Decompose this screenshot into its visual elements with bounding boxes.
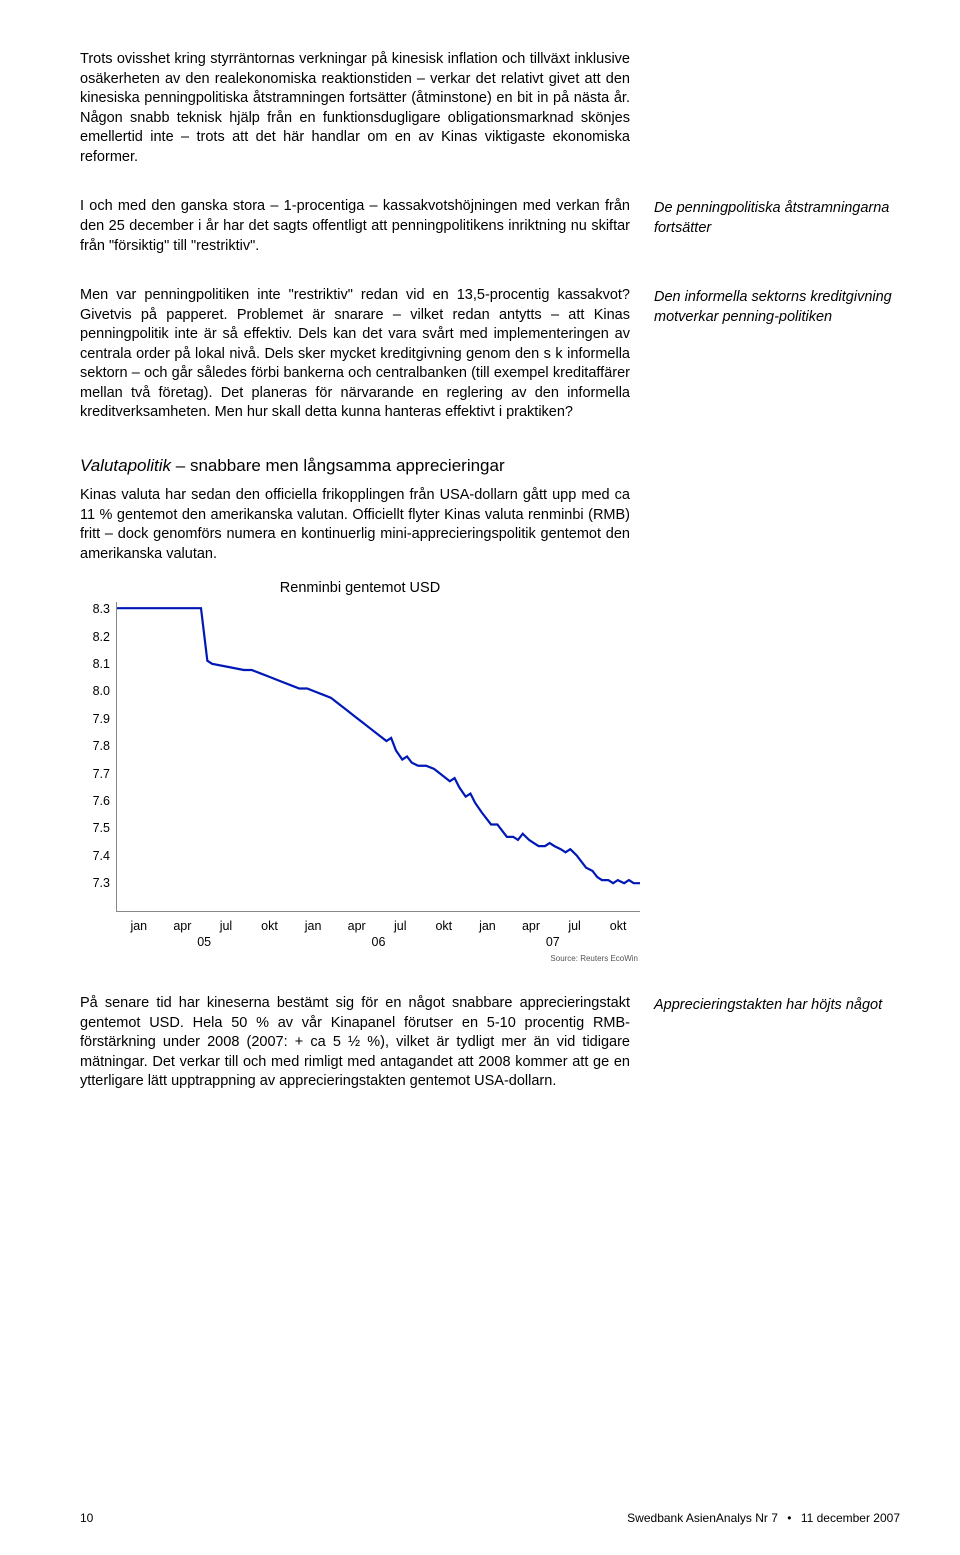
sidenote-empty-1 xyxy=(654,50,900,181)
chart-x-tick-label: okt xyxy=(248,919,292,933)
chart-renminbi-usd: Renminbi gentemot USD 8.3 8.2 8.1 8.0 7.9 7.8… xyxy=(80,580,640,912)
footer-date: 11 december 2007 xyxy=(801,1511,900,1525)
chart-x-tick-label: okt xyxy=(422,919,466,933)
chart-x-axis: janaprjuloktjanaprjuloktjanaprjulokt xyxy=(117,919,640,933)
chart-y-tick-label: 7.9 xyxy=(93,712,110,726)
chart-y-tick-label: 8.0 xyxy=(93,684,110,698)
sidenote-2: Den informella sektorns kreditgivning mo… xyxy=(654,286,900,437)
chart-x-tick-label: jan xyxy=(117,919,161,933)
paragraph-4: Kinas valuta har sedan den officiella fr… xyxy=(80,486,630,564)
chart-area: 8.3 8.2 8.1 8.0 7.9 7.8 7.7 7.6 7.5 7.4 7.3 janapr… xyxy=(80,602,640,912)
section-heading-rest: – snabbare men långsamma apprecieringar xyxy=(171,456,505,475)
chart-x-year-label: 06 xyxy=(291,935,465,949)
paragraph-5: På senare tid har kineserna bestämt sig … xyxy=(80,994,630,1092)
chart-x-years: 050607 xyxy=(117,935,640,949)
paragraph-3: Men var penningpolitiken inte "restrikti… xyxy=(80,286,630,423)
chart-x-tick-label: apr xyxy=(509,919,553,933)
section-heading: Valutapolitik – snabbare men långsamma a… xyxy=(80,455,630,478)
chart-y-tick-label: 8.3 xyxy=(93,602,110,616)
chart-x-year-label: 07 xyxy=(466,935,640,949)
chart-x-tick-label: jan xyxy=(291,919,335,933)
chart-title: Renminbi gentemot USD xyxy=(80,580,640,596)
chart-y-tick-label: 7.8 xyxy=(93,739,110,753)
row-2: I och med den ganska stora – 1-procentig… xyxy=(80,197,900,270)
chart-x-tick-label: jan xyxy=(466,919,510,933)
page-footer: 10 Swedbank AsienAnalys Nr 7 • 11 decemb… xyxy=(80,1511,900,1525)
chart-y-tick-label: 7.5 xyxy=(93,821,110,835)
chart-source: Source: Reuters EcoWin xyxy=(550,954,638,963)
bullet-icon: • xyxy=(787,1511,791,1525)
row-1: Trots ovisshet kring styrräntornas verkn… xyxy=(80,50,900,181)
page-content: Trots ovisshet kring styrräntornas verkn… xyxy=(80,50,900,1106)
chart-y-tick-label: 7.3 xyxy=(93,876,110,890)
chart-x-tick-label: jul xyxy=(553,919,597,933)
paragraph-1: Trots ovisshet kring styrräntornas verkn… xyxy=(80,50,630,167)
paragraph-2: I och med den ganska stora – 1-procentig… xyxy=(80,197,630,256)
chart-x-tick-label: jul xyxy=(378,919,422,933)
chart-x-tick-label: apr xyxy=(161,919,205,933)
footer-publication: Swedbank AsienAnalys Nr 7 • 11 december … xyxy=(627,1511,900,1525)
chart-x-year-label: 05 xyxy=(117,935,291,949)
sidenote-3: Apprecieringstakten har höjts något xyxy=(654,994,900,1106)
chart-svg xyxy=(117,602,640,911)
footer-pub-name: Swedbank AsienAnalys Nr 7 xyxy=(627,1511,778,1525)
chart-y-tick-label: 7.7 xyxy=(93,767,110,781)
row-5: På senare tid har kineserna bestämt sig … xyxy=(80,994,900,1106)
chart-x-tick-label: jul xyxy=(204,919,248,933)
sidenote-1: De penningpolitiska åtstramningarna fort… xyxy=(654,197,900,270)
chart-y-tick-label: 8.1 xyxy=(93,657,110,671)
chart-y-tick-label: 7.6 xyxy=(93,794,110,808)
row-3: Men var penningpolitiken inte "restrikti… xyxy=(80,286,900,437)
footer-page-number: 10 xyxy=(80,1511,93,1525)
section-heading-ital: Valutapolitik xyxy=(80,456,171,475)
chart-plot-area: janaprjuloktjanaprjuloktjanaprjulokt 050… xyxy=(116,602,640,912)
chart-y-tick-label: 8.2 xyxy=(93,630,110,644)
chart-x-tick-label: apr xyxy=(335,919,379,933)
chart-y-tick-label: 7.4 xyxy=(93,849,110,863)
chart-x-tick-label: okt xyxy=(596,919,640,933)
chart-y-axis: 8.3 8.2 8.1 8.0 7.9 7.8 7.7 7.6 7.5 7.4 7.3 xyxy=(80,602,116,912)
chart-line xyxy=(117,608,640,883)
